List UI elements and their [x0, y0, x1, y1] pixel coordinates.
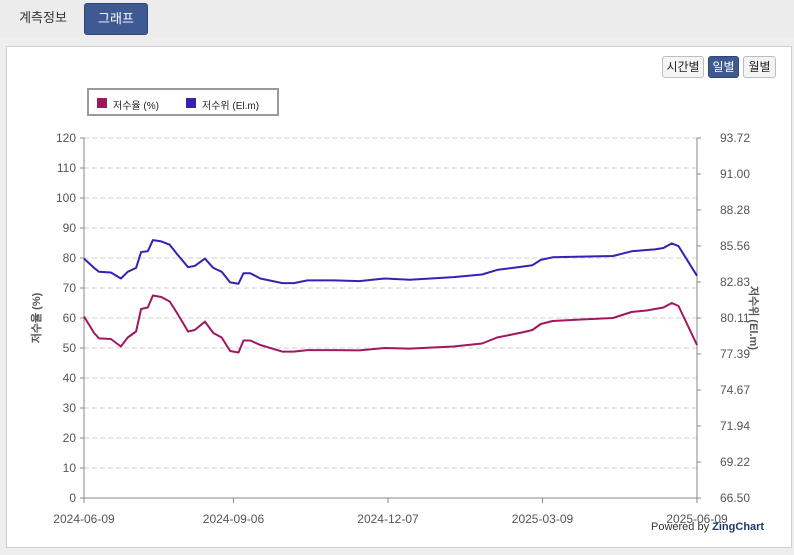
period-hourly-button[interactable]: 시간별 — [662, 56, 704, 78]
y-left-tick-label: 10 — [63, 461, 77, 475]
y-left-tick-label: 60 — [63, 311, 77, 325]
series-line-storage-rate — [83, 294, 698, 354]
x-tick-label: 2024-12-07 — [357, 512, 419, 526]
y-left-tick-label: 100 — [56, 191, 76, 205]
y-left-tick-label: 90 — [63, 221, 77, 235]
y-left-tick-label: 0 — [69, 491, 76, 505]
y-left-tick-label: 20 — [63, 431, 77, 445]
powered-by[interactable]: Powered by ZingChart — [651, 521, 764, 533]
y-left-tick-label: 120 — [56, 131, 76, 145]
tab-graph[interactable]: 그래프 — [84, 3, 148, 35]
y-left-tick-label: 40 — [63, 371, 77, 385]
period-daily-button[interactable]: 일별 — [708, 56, 739, 78]
chart-legend: 저수율 (%) 저수위 (El.m) — [87, 88, 279, 116]
y-right-tick-label: 91.00 — [720, 167, 750, 181]
x-tick-label: 2025-06-09 — [666, 512, 728, 526]
y-right-tick-label: 69.22 — [720, 455, 750, 469]
period-monthly-button[interactable]: 월별 — [743, 56, 776, 78]
y-right-tick-label: 66.50 — [720, 491, 750, 505]
y-right-tick-label: 80.11 — [720, 311, 749, 325]
legend-label-level[interactable]: 저수위 (El.m) — [202, 101, 260, 112]
y-axis-left-title: 저수율 (%) — [29, 292, 43, 343]
legend-swatch-level — [186, 98, 196, 108]
y-right-tick-label: 88.28 — [720, 203, 750, 217]
series-line-water-level — [83, 239, 698, 285]
y-right-tick-label: 77.39 — [720, 347, 750, 361]
x-tick-label: 2024-09-06 — [203, 512, 265, 526]
y-right-tick-label: 71.94 — [720, 419, 750, 433]
chart-panel — [6, 46, 792, 548]
y-left-tick-label: 110 — [57, 161, 76, 175]
zingchart-brand: ZingChart — [712, 521, 765, 533]
y-right-tick-label: 82.83 — [720, 275, 750, 289]
y-left-tick-label: 80 — [63, 251, 77, 265]
y-left-tick-label: 30 — [63, 401, 77, 415]
y-left-tick-label: 70 — [63, 281, 77, 295]
y-axis-right-title: 저수위 (El.m) — [747, 286, 761, 350]
legend-label-storage[interactable]: 저수율 (%) — [113, 101, 159, 112]
tab-bar: 계측정보 그래프 — [0, 0, 794, 38]
y-right-tick-label: 74.67 — [720, 383, 750, 397]
x-tick-label: 2024-06-09 — [53, 512, 115, 526]
x-tick-label: 2025-03-09 — [512, 512, 574, 526]
tab-measurement-info[interactable]: 계측정보 — [19, 10, 67, 25]
powered-by-prefix: Powered by — [651, 521, 710, 533]
y-right-tick-label: 85.56 — [720, 239, 750, 253]
legend-swatch-storage — [97, 98, 107, 108]
y-left-tick-label: 50 — [63, 341, 77, 355]
y-right-tick-label: 93.72 — [720, 131, 750, 145]
